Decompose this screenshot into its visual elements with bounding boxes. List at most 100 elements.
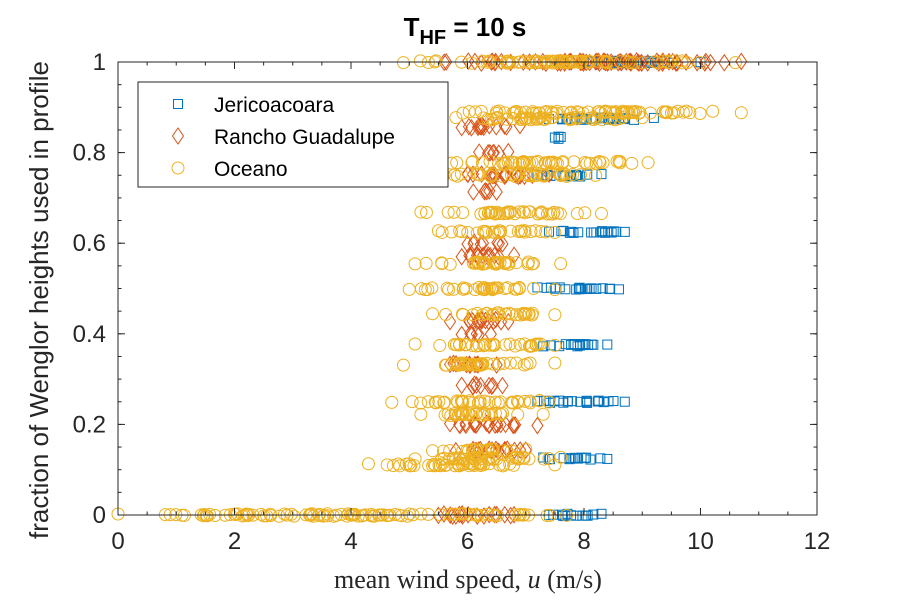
data-point — [441, 205, 455, 219]
y-tick-label: 1 — [93, 49, 106, 76]
data-point — [482, 457, 496, 471]
data-point — [597, 226, 608, 237]
data-point — [548, 458, 562, 472]
data-point — [492, 234, 506, 253]
data-point — [683, 106, 697, 120]
data-point — [571, 510, 582, 521]
data-point — [449, 111, 463, 125]
data-point — [641, 156, 655, 170]
data-point — [496, 406, 510, 420]
data-point — [438, 358, 452, 372]
data-point — [643, 106, 657, 120]
data-point — [581, 452, 592, 463]
data-point — [456, 507, 470, 521]
data-point — [675, 54, 689, 68]
data-point — [453, 415, 466, 434]
data-point — [287, 509, 301, 523]
data-point — [200, 509, 214, 523]
data-point — [478, 338, 492, 352]
data-point — [509, 167, 523, 181]
data-point — [591, 283, 602, 294]
data-point — [591, 54, 605, 68]
data-point — [486, 376, 499, 395]
data-point — [408, 257, 422, 271]
data-point — [497, 457, 511, 471]
data-point — [454, 356, 468, 370]
data-point — [453, 224, 467, 238]
data-point — [602, 453, 613, 464]
data-point — [500, 112, 514, 126]
data-point — [566, 167, 580, 181]
data-point — [428, 395, 442, 409]
data-point — [517, 358, 531, 372]
data-point — [475, 156, 489, 170]
data-point — [656, 54, 670, 68]
data-point — [519, 441, 532, 459]
data-point — [413, 54, 427, 68]
data-point — [589, 112, 603, 126]
data-point — [489, 257, 503, 271]
data-point — [470, 226, 484, 240]
data-point — [490, 281, 504, 295]
data-point — [473, 143, 486, 162]
data-point — [580, 156, 594, 170]
data-point — [478, 394, 492, 408]
data-point — [553, 133, 564, 144]
data-layer — [111, 52, 748, 526]
data-point — [493, 206, 507, 220]
data-point — [490, 105, 504, 119]
data-point — [505, 395, 519, 409]
data-point — [511, 224, 525, 238]
data-point — [426, 444, 440, 458]
x-axis-label: mean wind speed, u (m/s) — [334, 565, 602, 594]
x-tick-label: 8 — [577, 528, 590, 555]
data-point — [524, 225, 538, 239]
x-tick-label: 2 — [228, 528, 241, 555]
legend-entry: Oceano — [171, 158, 288, 181]
data-point — [498, 505, 511, 524]
data-point — [564, 111, 578, 125]
data-point — [445, 225, 459, 239]
data-point — [555, 168, 569, 182]
data-point — [660, 105, 674, 119]
data-point — [470, 306, 484, 320]
data-point — [531, 207, 545, 221]
data-point — [532, 394, 546, 408]
data-point — [571, 170, 582, 181]
data-point — [465, 56, 479, 70]
x-tick-label: 6 — [461, 528, 474, 555]
data-point — [456, 308, 470, 322]
data-point — [385, 395, 399, 409]
data-point — [508, 339, 522, 353]
data-point — [656, 52, 669, 71]
data-point — [468, 255, 482, 269]
data-point — [427, 457, 441, 471]
data-point — [582, 169, 593, 180]
data-point — [478, 407, 492, 421]
data-point — [546, 110, 560, 124]
data-point — [508, 441, 521, 460]
data-point — [546, 207, 560, 221]
data-point — [461, 235, 474, 253]
data-point — [574, 282, 585, 293]
data-point — [529, 338, 543, 352]
data-point — [517, 54, 531, 68]
data-point — [461, 457, 475, 471]
data-point — [641, 53, 654, 72]
data-point — [594, 207, 608, 221]
data-point — [486, 112, 500, 126]
data-point — [635, 56, 649, 70]
y-axis-label: fraction of Wenglor heights used in prof… — [24, 61, 54, 539]
data-point — [704, 53, 717, 72]
data-point — [456, 106, 470, 120]
data-point — [549, 106, 563, 120]
data-point — [473, 256, 487, 270]
data-point — [482, 395, 496, 409]
data-point — [573, 168, 587, 182]
data-point — [480, 182, 493, 201]
data-point — [602, 339, 613, 350]
data-point — [466, 377, 480, 396]
data-point — [393, 459, 407, 473]
data-point — [466, 165, 480, 184]
data-point — [548, 225, 562, 239]
